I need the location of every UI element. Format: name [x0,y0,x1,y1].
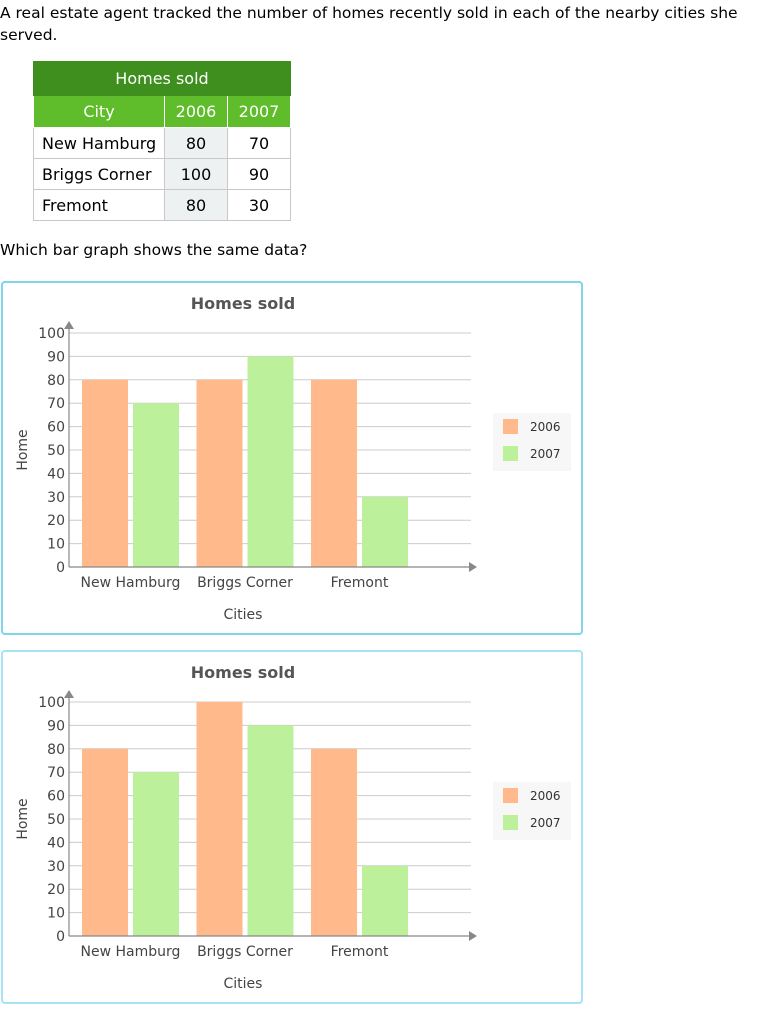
x-axis-label: Cities [224,976,263,992]
legend-label: 2006 [530,420,561,434]
table-header-2006: 2006 [164,95,228,128]
x-tick-label: Fremont [331,575,389,591]
x-tick-label: Briggs Corner [197,944,293,960]
bar-2006 [82,379,128,567]
bar-2007 [133,403,179,567]
table-row: Briggs Corner 100 90 [33,158,291,190]
y-tick-label: 50 [47,812,65,828]
y-axis-arrow [64,690,74,698]
y-tick-label: 0 [56,929,65,945]
bar-2006 [82,748,128,936]
y-tick-label: 20 [47,882,65,898]
x-tick-label: Fremont [331,944,389,960]
y-tick-label: 40 [47,466,65,482]
legend-swatch-2006 [503,788,518,803]
y-tick-label: 100 [38,326,65,342]
y-tick-label: 80 [47,373,65,389]
x-axis-arrow [469,562,477,572]
table-cell-2007: 70 [227,127,291,159]
table-row: Fremont 80 30 [33,189,291,221]
bar-2007 [362,496,408,567]
table-row: New Hamburg 80 70 [33,127,291,159]
y-tick-label: 60 [47,789,65,805]
table-cell-city: New Hamburg [33,127,165,159]
x-axis-label: Cities [224,607,263,623]
table-cell-2006: 80 [164,127,228,159]
bar-2006 [311,379,357,567]
y-tick-label: 70 [47,765,65,781]
chart-title: Homes sold [191,294,295,313]
bar-chart-b: Homes sold 0 10 20 30 40 50 60 70 80 90 100 Home New … [15,663,571,992]
table-header-city: City [33,95,165,128]
bar-2006 [196,379,243,567]
bar-2007 [133,772,179,936]
chart-title: Homes sold [191,663,295,682]
y-tick-label: 50 [47,443,65,459]
y-axis-arrow [64,321,74,329]
legend-label: 2007 [530,816,561,830]
bar-2006 [311,748,357,936]
legend-label: 2006 [530,789,561,803]
x-tick-label: New Hamburg [81,944,181,960]
x-axis-arrow [469,931,477,941]
table-cell-2007: 30 [227,189,291,221]
table-cell-city: Briggs Corner [33,158,165,190]
table-title: Homes sold [33,61,291,96]
y-axis-label: Home [15,798,31,839]
y-tick-label: 40 [47,835,65,851]
bar-chart-a: Homes sold 0 10 20 30 40 50 60 70 80 90 100 Home New … [15,294,571,623]
table-cell-city: Fremont [33,189,165,221]
question-text: A real estate agent tracked the number o… [0,4,738,44]
y-tick-label: 100 [38,695,65,711]
y-tick-label: 30 [47,490,65,506]
table-cell-2006: 80 [164,189,228,221]
y-tick-label: 90 [47,718,65,734]
y-tick-label: 20 [47,513,65,529]
y-axis-label: Home [15,429,31,470]
prompt-text: Which bar graph shows the same data? [0,241,308,259]
legend-swatch-2007 [503,815,518,830]
bar-2007 [362,865,408,936]
y-tick-label: 60 [47,420,65,436]
table-header-2007: 2007 [227,95,291,128]
x-tick-label: Briggs Corner [197,575,293,591]
y-tick-label: 90 [47,349,65,365]
table-cell-2006: 100 [164,158,228,190]
legend-swatch-2007 [503,446,518,461]
bar-2007 [247,356,294,567]
table-cell-2007: 90 [227,158,291,190]
legend-label: 2007 [530,447,561,461]
answer-choice-a[interactable]: Homes sold 0 10 20 30 40 50 60 70 80 90 100 Home New … [1,281,583,635]
y-tick-label: 10 [47,537,65,553]
y-tick-label: 80 [47,742,65,758]
homes-sold-table: Homes sold City 2006 2007 New Hamburg 80… [33,61,291,221]
y-tick-label: 0 [56,560,65,576]
y-tick-label: 70 [47,396,65,412]
bar-2006 [196,702,243,936]
y-tick-label: 10 [47,906,65,922]
bar-2007 [247,725,294,936]
x-tick-label: New Hamburg [81,575,181,591]
answer-choice-b[interactable]: Homes sold 0 10 20 30 40 50 60 70 80 90 100 Home New … [1,650,583,1004]
legend-swatch-2006 [503,419,518,434]
y-tick-label: 30 [47,859,65,875]
